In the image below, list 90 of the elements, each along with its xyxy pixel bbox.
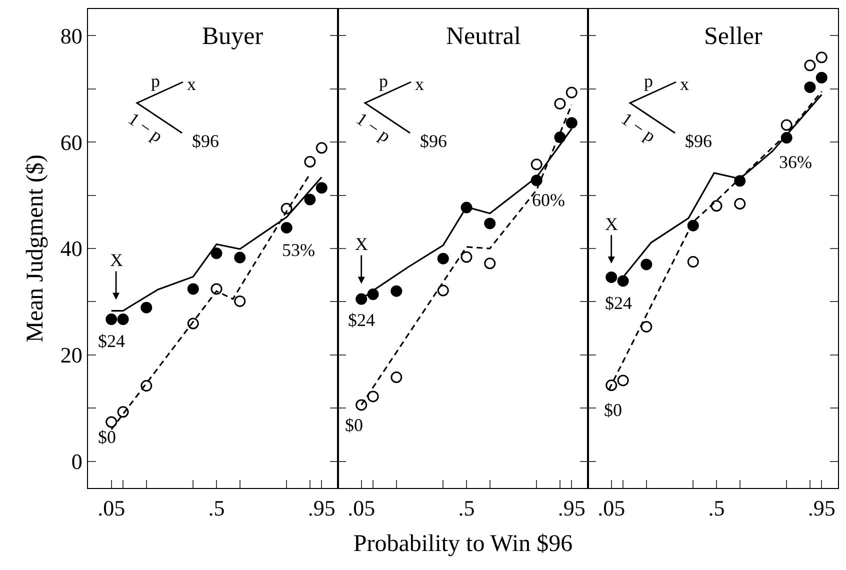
point: [390, 372, 402, 384]
point: [106, 314, 118, 326]
point: [530, 158, 542, 170]
annotation: 36%: [779, 152, 812, 172]
x-axis-title: Probability to Win $96: [353, 530, 573, 557]
point: [356, 293, 368, 305]
point: [460, 251, 472, 263]
x-tick-label: .05: [598, 496, 626, 521]
point: [316, 182, 328, 194]
text: Buyer: [202, 23, 264, 50]
annotation: $24: [98, 331, 125, 351]
y-tick-label: 60: [60, 130, 82, 155]
point: [780, 119, 792, 131]
annotation: $96: [420, 131, 447, 151]
annotation: X: [355, 234, 368, 254]
annotation: 1 − p: [124, 108, 166, 146]
point: [117, 314, 129, 326]
point: [617, 374, 629, 386]
point: [356, 399, 368, 411]
point: [140, 380, 152, 392]
annotation: 1 − p: [352, 108, 394, 146]
x-tick-label: .5: [208, 496, 225, 521]
annotation: $96: [192, 131, 219, 151]
point: [316, 142, 328, 154]
point: [210, 283, 222, 295]
point: [617, 275, 629, 287]
point: [437, 252, 449, 264]
annotation: $96: [685, 131, 712, 151]
x-tick-label: .05: [98, 496, 126, 521]
annotation: 1 − p: [618, 108, 660, 146]
x-tick-label: .5: [708, 496, 725, 521]
point: [566, 86, 578, 98]
point: [566, 117, 578, 129]
point: [187, 318, 199, 330]
point: [484, 258, 496, 270]
annotation: 53%: [282, 240, 315, 260]
x-tick-label: .95: [308, 496, 336, 521]
annotation: 60%: [532, 190, 565, 210]
point: [710, 200, 722, 212]
point: [640, 320, 652, 332]
point: [640, 258, 652, 270]
y-tick-label: 80: [60, 23, 82, 48]
annotation: x: [415, 74, 424, 94]
point: [117, 406, 129, 418]
point: [187, 283, 199, 295]
y-axis-title: Mean Judgment ($): [22, 154, 49, 342]
annotation: p: [644, 71, 653, 91]
point: [304, 156, 316, 168]
point: [390, 285, 402, 297]
point: [816, 72, 828, 84]
point: [687, 256, 699, 268]
y-tick-label: 0: [71, 449, 82, 474]
point: [234, 252, 246, 264]
y-tick-label: 40: [60, 236, 82, 262]
point: [106, 416, 118, 428]
point: [210, 248, 222, 260]
point: [804, 60, 816, 72]
annotation: $24: [348, 310, 375, 330]
text: Seller: [704, 23, 763, 50]
point: [437, 284, 449, 296]
point: [687, 220, 699, 232]
x-tick-label: .95: [558, 496, 586, 521]
point: [554, 98, 566, 110]
y-tick-label: 20: [60, 342, 82, 368]
point: [304, 194, 316, 206]
x-tick-label: .5: [458, 496, 475, 521]
x-tick-label: .95: [808, 496, 836, 521]
text: Neutral: [446, 23, 522, 50]
annotation: X: [110, 250, 123, 270]
point: [484, 218, 496, 230]
annotation: $0: [345, 415, 363, 435]
annotation: x: [187, 74, 196, 94]
annotation: p: [379, 71, 388, 91]
annotation: $0: [98, 427, 116, 447]
point: [280, 202, 292, 214]
point: [367, 390, 379, 402]
annotation: x: [680, 74, 689, 94]
x-tick-label: .05: [348, 496, 376, 521]
annotation: p: [151, 71, 160, 91]
annotation: $24: [605, 293, 632, 313]
annotation: $0: [604, 400, 622, 420]
point: [140, 302, 152, 314]
point: [606, 380, 618, 392]
point: [804, 81, 816, 93]
point: [234, 295, 246, 307]
point: [280, 222, 292, 234]
point: [734, 198, 746, 210]
point: [816, 52, 828, 64]
point: [606, 271, 618, 283]
annotation: X: [605, 214, 618, 234]
